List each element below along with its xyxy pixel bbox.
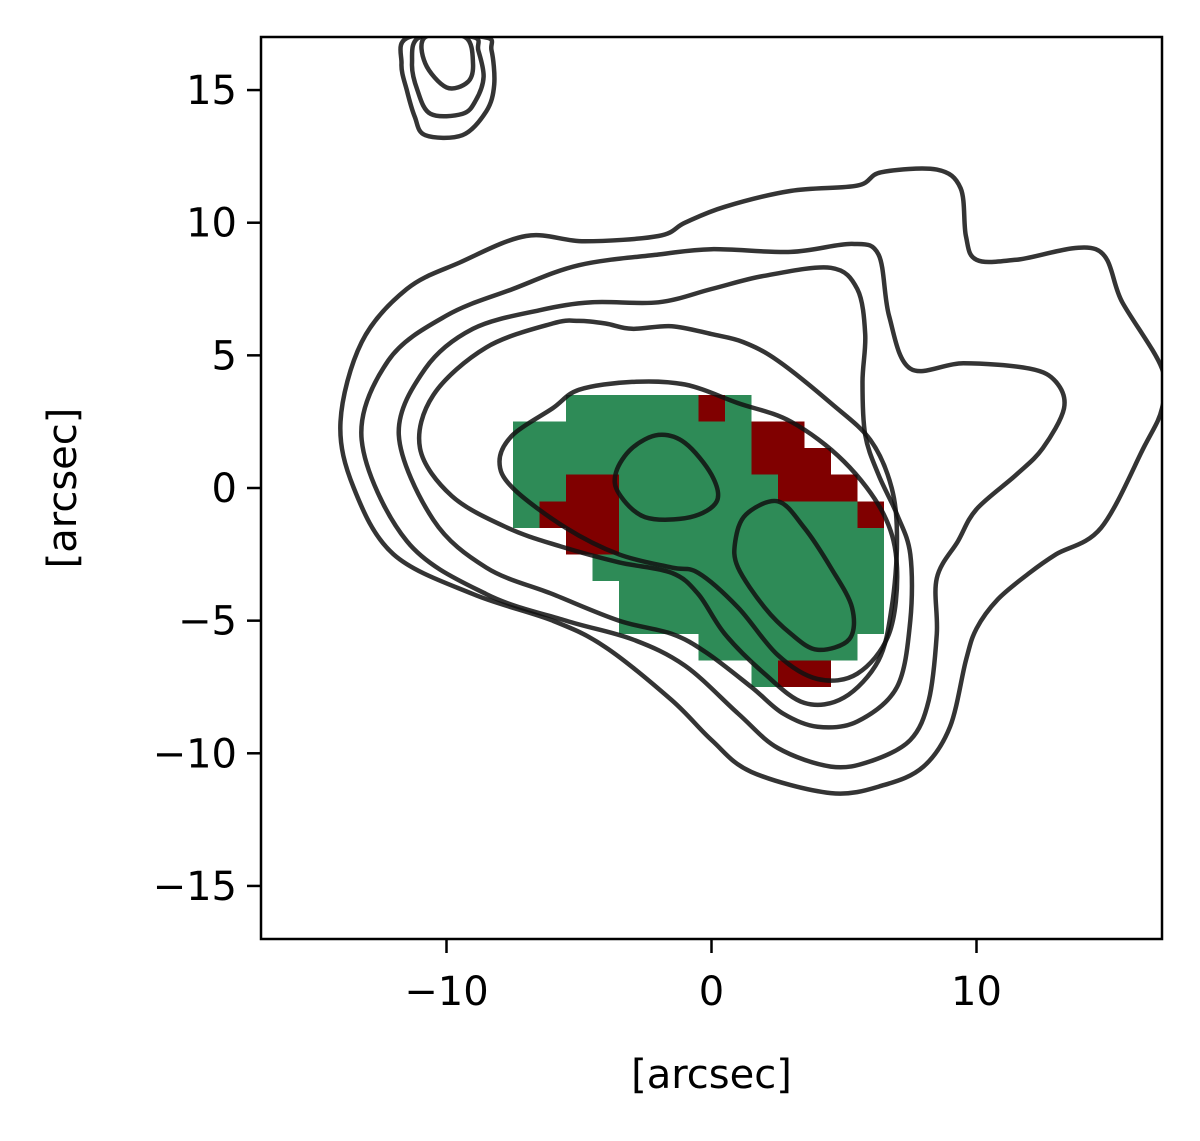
contour-line [497,379,900,683]
x-tick-label: 10 [951,969,1002,1015]
contour-line [398,37,497,141]
y-tick-label: −5 [178,599,237,645]
red-pixel [830,474,858,502]
red-pixel [777,448,805,475]
red-pixel [804,448,831,475]
x-axis-label: [arcsec] [631,1052,792,1098]
y-tick-label: 5 [212,333,237,379]
y-tick-label: −10 [153,731,237,777]
y-axis-ticks: −15 −10 −5 0 5 10 15 [153,68,261,910]
contour-line [419,37,476,91]
x-tick-label: 0 [699,969,724,1015]
y-tick-label: 0 [212,466,237,512]
contour-line [416,318,900,708]
y-tick-label: −15 [153,864,237,910]
red-pixel [565,474,593,502]
pixel-map [512,395,884,687]
y-axis-label: [arcsec] [40,408,86,569]
y-tick-label: 10 [186,201,237,247]
y-tick-label: 15 [186,68,237,114]
green-pixel-run [512,421,752,449]
red-pixel [751,448,778,475]
red-pixel [751,421,778,449]
green-pixel-run [512,448,752,475]
x-axis-ticks: −10 0 10 [404,939,1002,1015]
green-pixel-run [565,395,699,422]
contour-line [359,241,1067,770]
contour-line [732,498,857,653]
contour-line [409,37,486,119]
red-pixel [804,474,831,502]
red-pixel [777,474,805,502]
green-pixel-run [618,474,778,502]
red-pixel [565,501,593,528]
x-tick-label: −10 [404,969,488,1015]
plot-area: −10 0 10 −15 −10 −5 0 5 10 15 [153,35,1164,1015]
red-pixel [698,395,725,422]
red-pixel [592,501,619,528]
contour-line [612,432,721,522]
